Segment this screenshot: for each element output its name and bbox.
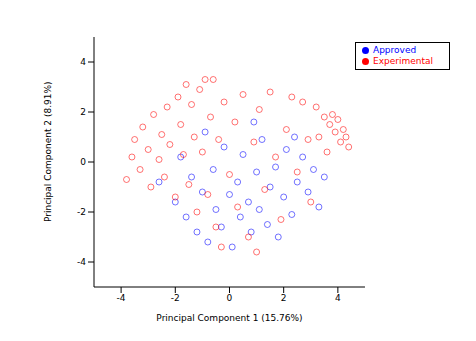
svg-text:Principal Component 1 (15.76%): Principal Component 1 (15.76%) bbox=[156, 313, 302, 323]
svg-text:-4: -4 bbox=[117, 293, 126, 303]
svg-text:-2: -2 bbox=[77, 207, 86, 217]
svg-text:0: 0 bbox=[227, 293, 233, 303]
svg-text:-2: -2 bbox=[171, 293, 180, 303]
svg-text:2: 2 bbox=[80, 107, 86, 117]
svg-text:4: 4 bbox=[335, 293, 341, 303]
svg-text:0: 0 bbox=[80, 157, 86, 167]
svg-text:4: 4 bbox=[80, 57, 86, 67]
html-text:Approved: Approved bbox=[373, 45, 417, 55]
svg-text:Principal Component 2 (8.91%): Principal Component 2 (8.91%) bbox=[43, 81, 53, 222]
html-text:Experimental: Experimental bbox=[373, 56, 433, 66]
svg-text:-4: -4 bbox=[77, 257, 86, 267]
svg-text:2: 2 bbox=[281, 293, 287, 303]
